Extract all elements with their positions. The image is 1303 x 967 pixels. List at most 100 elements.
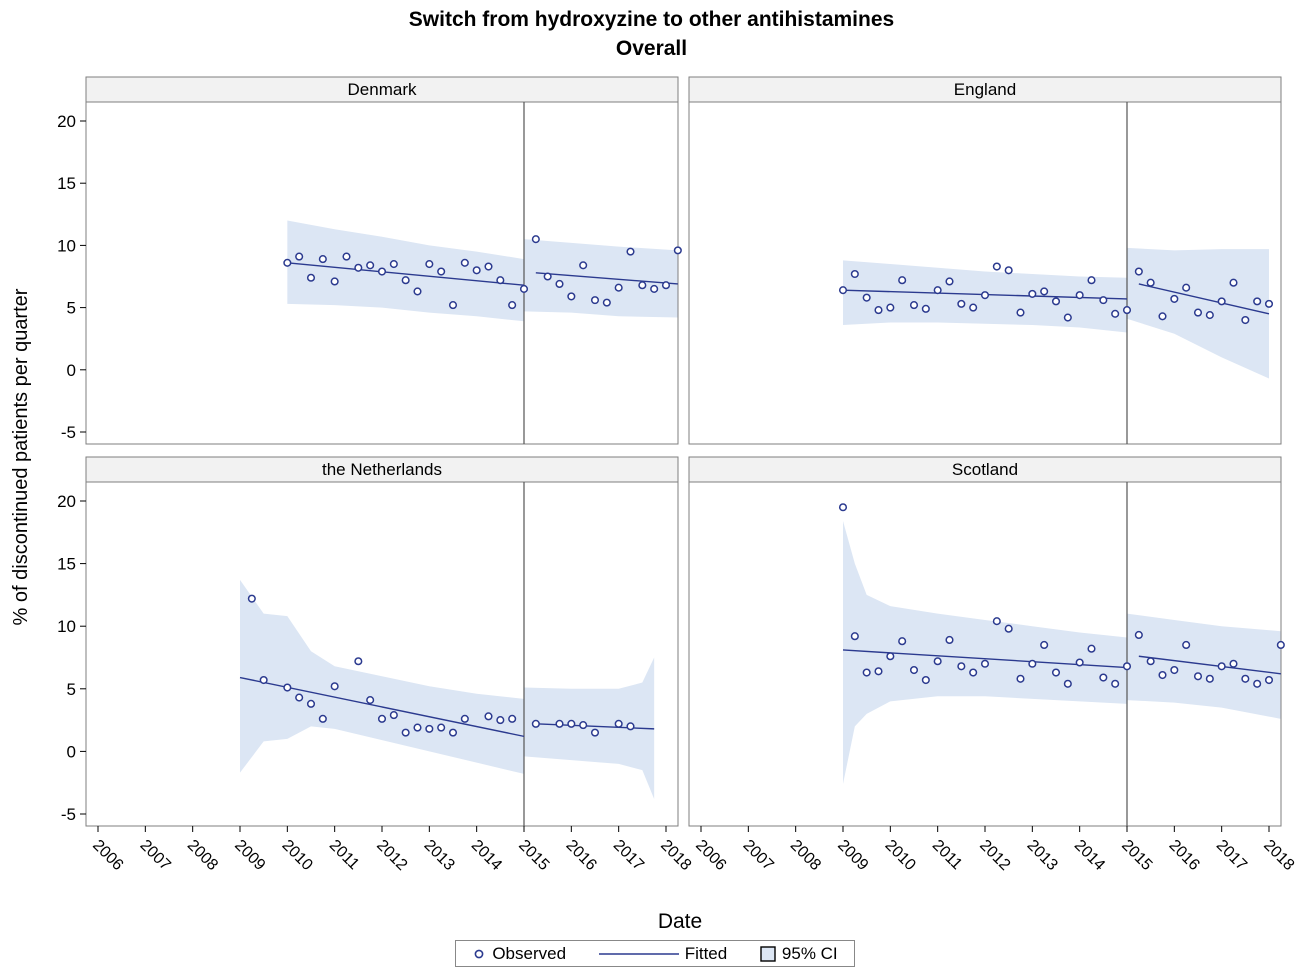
observed-point: [567, 719, 576, 728]
observed-point: [1016, 308, 1025, 317]
y-tick-label: 0: [67, 361, 76, 380]
observed-point: [437, 267, 446, 276]
observed-marker-icon: [474, 949, 484, 958]
observed-point: [1122, 306, 1132, 315]
x-tick-label: 2010: [882, 837, 919, 874]
observed-point: [1205, 311, 1214, 320]
observed-point: [1063, 679, 1072, 688]
observed-point: [247, 594, 256, 603]
observed-point: [555, 719, 564, 728]
observed-point: [1040, 640, 1049, 650]
observed-point: [1016, 674, 1025, 683]
observed-point: [437, 723, 446, 732]
observed-point: [1217, 662, 1226, 671]
observed-point: [673, 246, 682, 255]
observed-point: [1075, 658, 1084, 667]
observed-point: [342, 252, 351, 261]
x-tick-label: 2006: [89, 837, 126, 874]
observed-point: [366, 261, 375, 270]
observed-point: [602, 298, 611, 307]
observed-point: [1099, 296, 1108, 305]
observed-point: [638, 281, 647, 290]
observed-point: [484, 712, 493, 721]
observed-point: [1229, 659, 1238, 668]
observed-point: [1134, 630, 1143, 640]
observed-point: [1146, 657, 1155, 666]
observed-point: [945, 635, 954, 645]
x-tick-label: 2008: [184, 837, 221, 874]
observed-point: [1229, 278, 1238, 287]
x-tick-label: 2009: [834, 837, 871, 874]
observed-point: [1182, 640, 1191, 650]
ci-band: [240, 579, 655, 799]
observed-point: [886, 652, 895, 661]
observed-point: [838, 286, 848, 295]
x-tick-label: 2013: [421, 837, 458, 874]
observed-point: [992, 262, 1001, 271]
observed-point: [1051, 668, 1061, 677]
x-tick-label: 2009: [231, 837, 268, 874]
legend: Observed Fitted 95% CI: [455, 940, 855, 967]
observed-point: [377, 267, 387, 276]
x-tick-label: 2018: [657, 837, 694, 874]
observed-point: [295, 252, 304, 261]
observed-point: [413, 723, 422, 732]
panel-header: [85, 76, 679, 103]
fitted-line: [535, 272, 678, 285]
x-tick-label: 2016: [563, 837, 600, 874]
observed-point: [579, 261, 588, 270]
observed-point: [318, 714, 327, 723]
observed-point: [496, 276, 505, 285]
chart-subtitle: Overall: [615, 37, 688, 60]
observed-point: [1264, 299, 1274, 308]
panel-header: [688, 456, 1282, 483]
observed-point: [1111, 309, 1120, 318]
observed-point: [909, 301, 919, 310]
observed-point: [1193, 672, 1203, 681]
observed-point: [283, 683, 292, 692]
legend-observed-label: Observed: [492, 943, 567, 963]
x-tick-label: 2013: [1024, 837, 1061, 874]
fitted-line-icon: [598, 952, 679, 955]
observed-point: [992, 617, 1001, 626]
observed-point: [318, 255, 327, 264]
x-tick-label: 2006: [692, 837, 729, 874]
observed-point: [579, 721, 588, 730]
observed-point: [980, 659, 990, 668]
observed-point: [933, 657, 942, 666]
observed-point: [850, 632, 859, 641]
observed-point: [862, 293, 871, 302]
observed-point: [661, 281, 671, 290]
observed-point: [460, 258, 469, 267]
panel-the-netherlands: the Netherlands -5 0 5 10 15 20 2006 2007 2008 200…: [57, 456, 694, 874]
observed-point: [401, 728, 410, 737]
observed-point: [862, 668, 871, 677]
observed-point: [886, 303, 895, 312]
observed-point: [1111, 679, 1120, 688]
observed-point: [626, 247, 635, 256]
observed-point: [413, 287, 422, 296]
observed-point: [460, 714, 469, 723]
x-tick-label: 2017: [1213, 837, 1250, 874]
observed-point: [980, 291, 990, 300]
observed-point: [401, 276, 410, 285]
observed-point: [283, 258, 292, 267]
observed-point: [1170, 294, 1179, 303]
x-tick-label: 2015: [515, 837, 552, 874]
observed-point: [874, 667, 883, 676]
observed-point: [1158, 670, 1167, 680]
observed-point: [508, 714, 517, 723]
x-tick-label: 2014: [468, 837, 505, 874]
observed-point: [425, 260, 434, 269]
observed-point: [945, 277, 954, 286]
legend-observed: Observed: [472, 944, 566, 964]
observed-point: [295, 693, 304, 702]
y-tick-label: -5: [61, 805, 76, 824]
observed-point: [567, 292, 576, 301]
observed-point: [354, 657, 363, 666]
observed-point: [590, 296, 600, 305]
y-tick-label: 0: [67, 742, 76, 761]
observed-point: [909, 665, 919, 675]
observed-point: [1028, 289, 1037, 298]
panel-frame: [85, 456, 679, 827]
